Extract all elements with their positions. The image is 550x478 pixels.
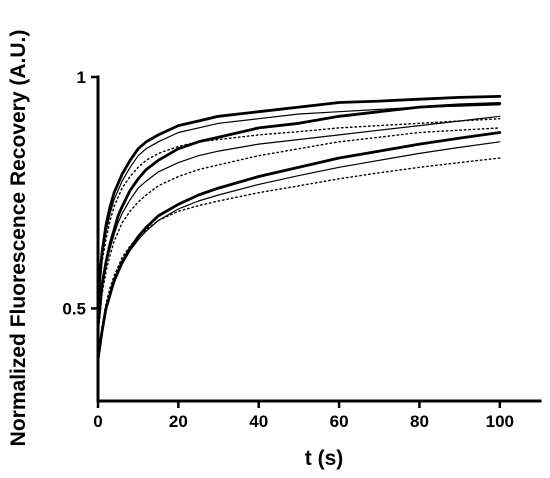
x-tick-label-20: 20 [169, 412, 188, 431]
axes-layer [96, 75, 542, 403]
x-axis-title: t (s) [305, 447, 344, 470]
series-line-9-dotted [97, 157, 501, 356]
x-tick-label-100: 100 [486, 412, 514, 431]
series-layer [96, 95, 502, 361]
series-line-8-thin [97, 141, 501, 360]
y-axis-title: Normalized Fluorescence Recovery (A.U.) [7, 30, 30, 447]
ticks-layer: 0 20 40 60 80 100 0.5 1 [62, 68, 514, 431]
series-line-2-thin [97, 104, 501, 300]
series-line-6-dotted [97, 127, 501, 337]
y-tick-label-1: 1 [77, 68, 86, 87]
series-line-3-dotted [97, 118, 501, 310]
series-line-5-thin [97, 115, 501, 328]
x-tick-label-40: 40 [249, 412, 268, 431]
x-tick-label-0: 0 [93, 412, 102, 431]
series-line-1-thick [96, 95, 502, 301]
series-line-7-thick [96, 131, 502, 361]
y-tick-label-0.5: 0.5 [62, 299, 86, 318]
x-tick-label-60: 60 [330, 412, 349, 431]
series-line-4-thick [96, 102, 502, 329]
x-tick-label-80: 80 [410, 412, 429, 431]
